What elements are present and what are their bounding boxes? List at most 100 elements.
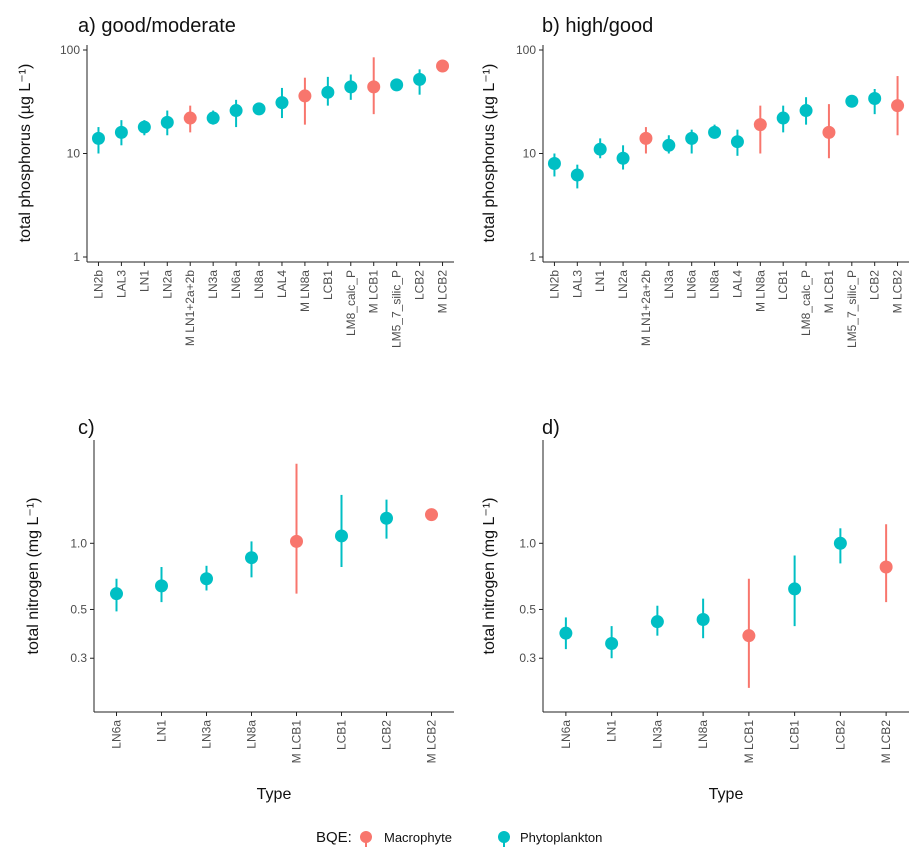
x-tick-label-ln3a: LN3a xyxy=(650,720,664,749)
x-tick-label-m-lcb2: M LCB2 xyxy=(879,720,893,764)
data-point-ln2b xyxy=(91,131,105,145)
y-tick-label: 10 xyxy=(523,147,537,161)
data-point-m-lcb2 xyxy=(436,59,450,73)
data-point-m-lcb2 xyxy=(879,560,893,574)
x-tick-label-lal3: LAL3 xyxy=(570,270,584,298)
data-point-ln6a xyxy=(110,587,123,601)
x-tick-label-ln1: LN1 xyxy=(593,270,607,292)
data-point-ln6a xyxy=(229,104,243,118)
y-axis-title: total phosphorus (µg L⁻¹) xyxy=(17,64,34,243)
y-tick-label: 1 xyxy=(529,250,536,264)
data-point-m-ln1-2a-2b xyxy=(183,111,197,125)
x-tick-label-ln2b: LN2b xyxy=(547,270,561,299)
data-point-ln8a xyxy=(708,125,722,139)
data-point-m-lcb2 xyxy=(891,99,905,113)
x-tick-label-m-lcb2: M LCB2 xyxy=(891,270,905,314)
data-point-lcb1 xyxy=(788,582,802,596)
x-tick-label-ln2a: LN2a xyxy=(616,270,630,299)
y-tick-label: 0.5 xyxy=(70,602,87,616)
panel-title-c: c) xyxy=(78,417,95,439)
legend-item-macrophyte: Macrophyte xyxy=(360,830,452,847)
data-point-ln3a xyxy=(650,615,664,629)
data-point-m-lcb1 xyxy=(367,80,381,94)
data-point-ln1 xyxy=(137,120,151,134)
panel-title-d: d) xyxy=(542,417,560,439)
x-tick-label-lm8-calc-p: LM8_calc_P xyxy=(799,270,813,336)
data-point-lm8-calc-p xyxy=(799,104,813,118)
panel-title-a: a) good/moderate xyxy=(78,15,236,37)
data-point-lal4 xyxy=(730,135,744,149)
x-tick-label-m-lcb1: M LCB1 xyxy=(367,270,381,314)
y-axis-title: total phosphorus (µg L⁻¹) xyxy=(481,64,498,243)
data-point-ln6a xyxy=(559,626,573,640)
x-tick-label-lal3: LAL3 xyxy=(114,270,128,298)
x-tick-label-ln2b: LN2b xyxy=(91,270,105,299)
x-tick-label-m-lcb1: M LCB1 xyxy=(290,720,304,764)
x-tick-label-ln6a: LN6a xyxy=(110,720,124,749)
x-tick-label-m-ln1-2a-2b: M LN1+2a+2b xyxy=(639,270,653,346)
data-point-lcb2 xyxy=(380,511,393,525)
y-axis-title: total nitrogen (mg L⁻¹) xyxy=(25,498,42,655)
data-point-ln3a xyxy=(662,138,676,152)
legend-label-phytoplankton: Phytoplankton xyxy=(520,830,602,845)
y-tick-label: 1.0 xyxy=(70,536,87,550)
data-point-ln2a xyxy=(160,115,174,129)
data-point-m-ln8a xyxy=(753,118,767,132)
x-tick-label-lal4: LAL4 xyxy=(275,270,289,298)
x-tick-label-lm5-7-silic-p: LM5_7_silic_P xyxy=(845,270,859,348)
data-point-lm8-calc-p xyxy=(344,80,358,94)
x-tick-label-m-lcb1: M LCB1 xyxy=(742,720,756,764)
data-point-ln3a xyxy=(200,572,213,586)
legend-key-macrophyte xyxy=(360,831,372,843)
x-tick-label-m-ln1-2a-2b: M LN1+2a+2b xyxy=(183,270,197,346)
x-tick-label-lal4: LAL4 xyxy=(730,270,744,298)
x-axis-title: Type xyxy=(257,786,292,803)
y-tick-label: 0.3 xyxy=(70,651,87,665)
x-tick-label-ln6a: LN6a xyxy=(229,270,243,299)
x-tick-label-m-ln8a: M LN8a xyxy=(298,270,312,312)
x-axis-title: Type xyxy=(709,786,744,803)
panel-title-b: b) high/good xyxy=(542,15,653,37)
data-point-lal3 xyxy=(570,168,584,182)
y-tick-label: 10 xyxy=(67,147,81,161)
x-tick-label-lm5-7-silic-p: LM5_7_silic_P xyxy=(390,270,404,348)
data-point-ln6a xyxy=(685,131,699,145)
data-point-ln2b xyxy=(547,157,561,171)
y-tick-label: 100 xyxy=(60,43,80,57)
x-tick-label-ln8a: LN8a xyxy=(708,270,722,299)
x-tick-label-lcb1: LCB1 xyxy=(788,720,802,750)
panel-b: b) high/good 1 10 100 total phosphorus (µg L… xyxy=(481,15,909,348)
x-tick-label-ln2a: LN2a xyxy=(160,270,174,299)
legend-title: BQE: xyxy=(316,829,352,846)
data-point-lcb1 xyxy=(335,529,348,543)
data-point-lm5-7-silic-p xyxy=(390,78,404,92)
legend-item-phytoplankton: Phytoplankton xyxy=(498,830,602,847)
data-point-lal3 xyxy=(114,125,128,139)
x-tick-label-lcb2: LCB2 xyxy=(868,270,882,300)
data-point-lcb2 xyxy=(833,536,847,550)
data-point-lcb2 xyxy=(868,91,882,105)
data-point-ln1 xyxy=(155,579,168,593)
y-tick-label: 1 xyxy=(73,250,80,264)
x-tick-label-ln8a: LN8a xyxy=(245,720,259,749)
x-tick-label-ln8a: LN8a xyxy=(696,720,710,749)
x-tick-label-m-lcb2: M LCB2 xyxy=(425,720,439,764)
x-tick-label-ln3a: LN3a xyxy=(206,270,220,299)
data-point-m-ln1-2a-2b xyxy=(639,131,653,145)
data-point-lm5-7-silic-p xyxy=(845,94,859,108)
data-point-ln1 xyxy=(593,142,607,156)
x-tick-label-ln6a: LN6a xyxy=(685,270,699,299)
x-tick-label-lcb2: LCB2 xyxy=(833,720,847,750)
y-tick-label: 0.5 xyxy=(519,602,536,616)
panel-d: d) 0.3 0.5 1.0 total nitrogen (mg L⁻¹) LN6a LN… xyxy=(481,417,909,803)
x-tick-label-ln3a: LN3a xyxy=(200,720,214,749)
data-point-m-lcb2 xyxy=(425,508,438,522)
data-point-lcb1 xyxy=(776,111,790,125)
panel-a: a) good/moderate 1 10 100 total phosphorus (… xyxy=(17,15,454,348)
data-point-ln8a xyxy=(245,551,258,565)
legend-key-phytoplankton xyxy=(498,831,510,843)
y-tick-label: 1.0 xyxy=(519,536,536,550)
data-point-ln8a xyxy=(252,102,266,116)
x-tick-label-ln1: LN1 xyxy=(605,720,619,742)
